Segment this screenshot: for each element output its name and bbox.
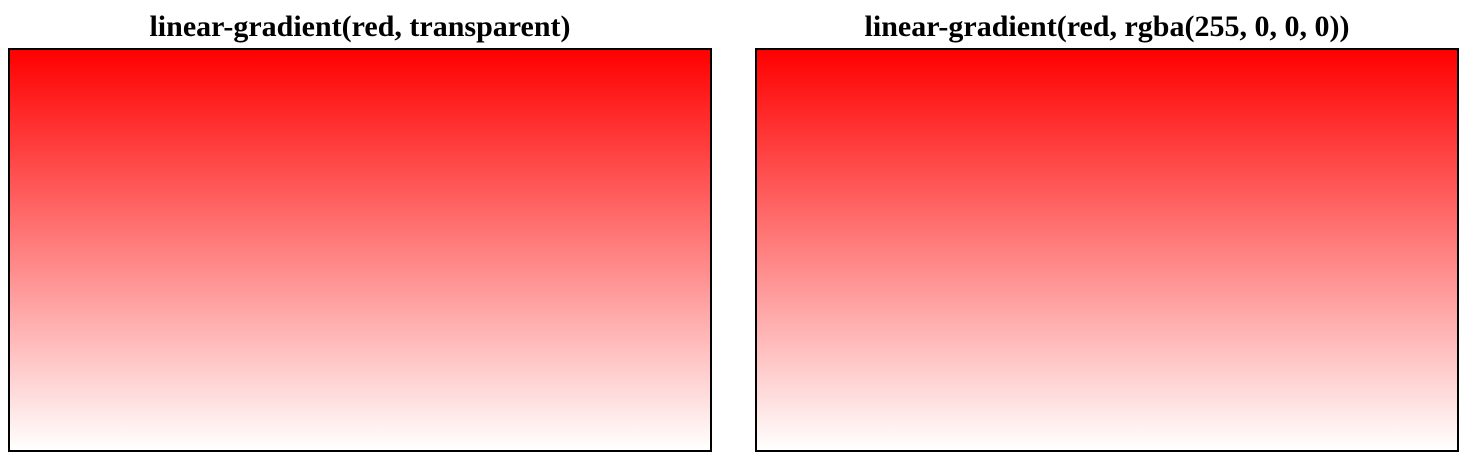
panel-title: linear-gradient(red, transparent) [149,10,571,43]
panel-red-rgba: linear-gradient(red, rgba(255, 0, 0, 0)) [755,0,1459,452]
panel-red-transparent: linear-gradient(red, transparent) [8,0,712,452]
gradient-box-red-transparent [8,48,712,452]
panel-title: linear-gradient(red, rgba(255, 0, 0, 0)) [864,10,1350,43]
gradient-box-red-rgba [755,48,1459,452]
